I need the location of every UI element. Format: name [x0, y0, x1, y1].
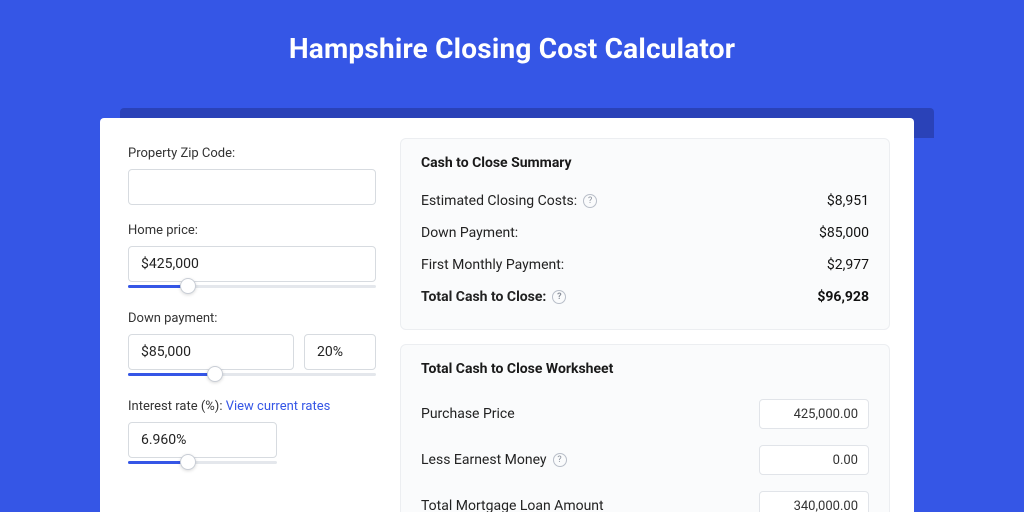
home-price-input[interactable] — [128, 246, 376, 282]
home-price-slider[interactable] — [128, 281, 376, 293]
slider-thumb[interactable] — [180, 278, 196, 294]
summary-row: First Monthly Payment: $2,977 — [421, 249, 869, 281]
summary-title: Cash to Close Summary — [421, 155, 869, 171]
worksheet-row: Total Mortgage Loan Amount — [421, 483, 869, 512]
down-payment-input[interactable] — [128, 334, 294, 370]
results-column: Cash to Close Summary Estimated Closing … — [400, 118, 914, 512]
down-payment-pct-input[interactable] — [304, 334, 376, 370]
zip-input[interactable] — [128, 169, 376, 205]
summary-row-label: First Monthly Payment: — [421, 257, 564, 273]
down-payment-slider[interactable] — [128, 369, 376, 381]
calculator-card: Property Zip Code: Home price: Down paym… — [100, 118, 914, 512]
summary-row-label-text: First Monthly Payment: — [421, 257, 564, 273]
worksheet-row-input[interactable] — [759, 445, 869, 475]
help-icon[interactable]: ? — [553, 453, 567, 467]
summary-row-value: $2,977 — [827, 257, 869, 273]
slider-fill — [128, 373, 215, 376]
summary-row: Total Cash to Close:? $96,928 — [421, 281, 869, 313]
field-home-price: Home price: — [128, 223, 376, 293]
summary-row: Estimated Closing Costs:? $8,951 — [421, 185, 869, 217]
worksheet-row-label: Total Mortgage Loan Amount — [421, 498, 604, 512]
worksheet-row-label-text: Less Earnest Money — [421, 452, 547, 468]
page-title: Hampshire Closing Cost Calculator — [0, 0, 1024, 89]
worksheet-row: Less Earnest Money? — [421, 437, 869, 483]
summary-row-value: $8,951 — [827, 193, 869, 209]
interest-rate-label: Interest rate (%): — [128, 399, 222, 414]
view-rates-link[interactable]: View current rates — [226, 399, 331, 414]
summary-rows: Estimated Closing Costs:? $8,951 Down Paym… — [421, 185, 869, 313]
help-icon[interactable]: ? — [552, 290, 566, 304]
field-down-payment: Down payment: — [128, 311, 376, 381]
worksheet-row-label: Less Earnest Money? — [421, 452, 567, 468]
worksheet-row-label-text: Purchase Price — [421, 406, 515, 422]
inputs-column: Property Zip Code: Home price: Down paym… — [100, 118, 400, 512]
worksheet-row-input[interactable] — [759, 491, 869, 512]
interest-rate-input[interactable] — [128, 422, 277, 458]
summary-row-label: Down Payment: — [421, 225, 518, 241]
zip-label: Property Zip Code: — [128, 146, 376, 161]
summary-row-label-text: Estimated Closing Costs: — [421, 193, 577, 209]
worksheet-panel: Total Cash to Close Worksheet Purchase P… — [400, 344, 890, 512]
interest-rate-slider[interactable] — [128, 457, 277, 469]
summary-row: Down Payment: $85,000 — [421, 217, 869, 249]
worksheet-row-input[interactable] — [759, 399, 869, 429]
help-icon[interactable]: ? — [583, 194, 597, 208]
slider-thumb[interactable] — [180, 454, 196, 470]
worksheet-rows: Purchase Price Less Earnest Money? Total M… — [421, 391, 869, 512]
home-price-label: Home price: — [128, 223, 376, 238]
worksheet-row-label: Purchase Price — [421, 406, 515, 422]
field-interest-rate: Interest rate (%): View current rates — [128, 399, 376, 469]
worksheet-title: Total Cash to Close Worksheet — [421, 361, 869, 377]
summary-row-label-text: Total Cash to Close: — [421, 289, 546, 305]
summary-row-label: Total Cash to Close:? — [421, 289, 566, 305]
summary-row-label: Estimated Closing Costs:? — [421, 193, 597, 209]
summary-row-value: $96,928 — [817, 289, 869, 305]
summary-row-label-text: Down Payment: — [421, 225, 518, 241]
down-payment-label: Down payment: — [128, 311, 376, 326]
interest-rate-label-wrap: Interest rate (%): View current rates — [128, 399, 376, 414]
slider-thumb[interactable] — [207, 366, 223, 382]
summary-panel: Cash to Close Summary Estimated Closing … — [400, 138, 890, 330]
worksheet-row-label-text: Total Mortgage Loan Amount — [421, 498, 604, 512]
summary-row-value: $85,000 — [819, 225, 869, 241]
worksheet-row: Purchase Price — [421, 391, 869, 437]
field-zip: Property Zip Code: — [128, 146, 376, 205]
